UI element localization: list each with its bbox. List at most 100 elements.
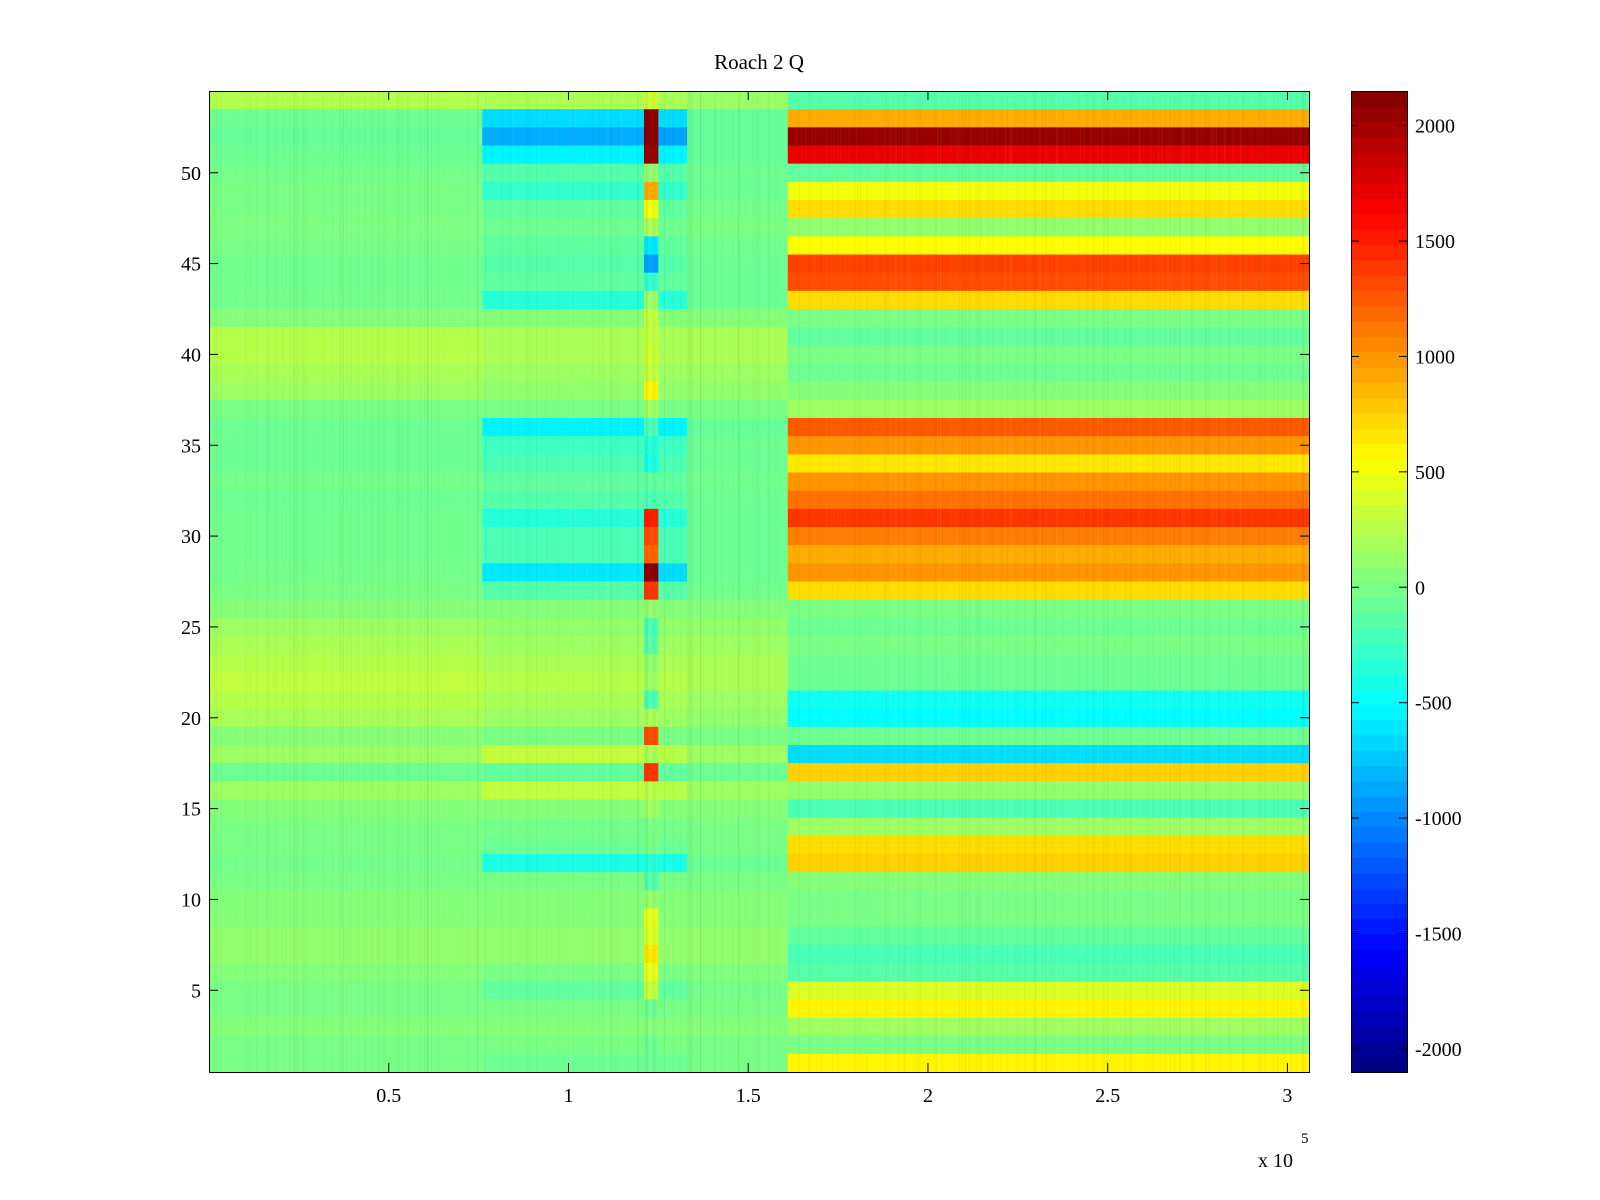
colorbar-axis: 2000 1500 1000 500 0 -500 -1000 -1500 -2000 — [1351, 116, 1462, 1061]
heatmap-texture-line — [485, 91, 486, 1072]
heatmap-texture-line — [1151, 91, 1152, 1072]
heatmap-texture-line — [527, 91, 528, 1072]
heatmap-texture-line — [980, 91, 981, 1072]
heatmap-cell — [482, 926, 645, 946]
heatmap-cell — [687, 817, 789, 837]
heatmap-cell — [209, 327, 483, 346]
heatmap-cell — [787, 799, 1310, 819]
heatmap-cell — [658, 508, 688, 528]
heatmap-texture-line — [1171, 91, 1172, 1072]
heatmap-cell — [687, 763, 789, 782]
colorbar-step — [1351, 182, 1407, 199]
colorbar-step — [1351, 136, 1407, 153]
heatmap-texture-line — [646, 91, 647, 1072]
heatmap-texture-line — [722, 91, 723, 1072]
heatmap-texture-line — [838, 91, 839, 1072]
heatmap-texture-line — [312, 91, 313, 1072]
heatmap-texture-line — [304, 91, 305, 1072]
heatmap-texture-line — [1102, 91, 1103, 1072]
heatmap-cell — [643, 926, 659, 946]
heatmap-texture-line — [609, 91, 610, 1072]
heatmap-texture-line — [957, 91, 958, 1072]
heatmap-cell — [787, 890, 1310, 910]
heatmap-texture-line — [1211, 91, 1212, 1072]
heatmap-texture-line — [935, 91, 936, 1072]
heatmap-cell — [658, 200, 688, 219]
heatmap-cell — [209, 418, 483, 437]
heatmap-cell — [643, 745, 659, 764]
heatmap-texture-line — [894, 91, 895, 1072]
heatmap-texture-line — [1232, 91, 1233, 1072]
heatmap-cell — [787, 581, 1310, 601]
heatmap-texture-line — [769, 91, 770, 1072]
heatmap-texture-line — [273, 91, 274, 1072]
colorbar-step — [1351, 535, 1407, 552]
heatmap-cell — [643, 200, 659, 219]
heatmap-texture-line — [1303, 91, 1304, 1072]
heatmap-texture-line — [276, 91, 277, 1072]
heatmap-texture-line — [571, 91, 572, 1072]
heatmap-texture-line — [603, 91, 604, 1072]
colorbar-step — [1351, 520, 1407, 537]
heatmap-cell — [643, 563, 659, 583]
heatmap-cell — [482, 835, 645, 855]
colorbar-tick-label: 500 — [1415, 462, 1445, 484]
heatmap-texture-line — [1209, 91, 1210, 1072]
colorbar-tick-label: -1500 — [1415, 924, 1462, 946]
heatmap-cell — [658, 835, 688, 855]
heatmap-cell — [209, 999, 483, 1019]
heatmap-texture-line — [483, 91, 484, 1072]
heatmap-texture-line — [1045, 91, 1046, 1072]
heatmap-texture-line — [431, 91, 432, 1072]
heatmap-cell — [643, 854, 659, 873]
heatmap-cell — [687, 690, 789, 710]
heatmap-texture-line — [1168, 91, 1169, 1072]
heatmap-cell — [687, 545, 789, 564]
heatmap-cell — [687, 109, 789, 128]
colorbar-step — [1351, 1010, 1407, 1027]
colorbar-step — [1351, 443, 1407, 460]
heatmap-cell — [482, 817, 645, 837]
colorbar-step — [1351, 366, 1407, 383]
y-tick-label: 50 — [181, 163, 201, 185]
heatmap-texture-line — [1302, 91, 1303, 1072]
heatmap-texture-line — [1128, 91, 1129, 1072]
heatmap-cell — [209, 436, 483, 455]
heatmap-texture-line — [1162, 91, 1163, 1072]
heatmap-cell — [482, 109, 645, 128]
colorbar-step — [1351, 259, 1407, 276]
heatmap-texture-line — [576, 91, 577, 1072]
heatmap-texture-line — [965, 91, 966, 1072]
heatmap-texture-line — [1063, 91, 1064, 1072]
heatmap-texture-line — [596, 91, 597, 1072]
heatmap-cell — [643, 999, 659, 1019]
heatmap-texture-line — [244, 91, 245, 1072]
heatmap-cell — [482, 654, 645, 673]
heatmap-cell — [787, 127, 1310, 147]
heatmap-texture-line — [283, 91, 284, 1072]
heatmap-cell — [482, 1053, 645, 1073]
heatmap-cell — [209, 854, 483, 873]
heatmap-cell — [658, 145, 688, 165]
heatmap-cell — [787, 327, 1310, 346]
heatmap-cell — [209, 254, 483, 274]
heatmap-cell — [787, 835, 1310, 855]
heatmap-cell — [658, 345, 688, 365]
heatmap-texture-line — [1035, 91, 1036, 1072]
heatmap-cell — [482, 963, 645, 982]
heatmap-texture-line — [891, 91, 892, 1072]
heatmap-cell — [482, 599, 645, 619]
heatmap-cell — [658, 599, 688, 619]
heatmap-texture-line — [353, 91, 354, 1072]
heatmap-cell — [209, 599, 483, 619]
y-tick-label: 15 — [181, 799, 201, 821]
x-tick-label: 2 — [923, 1085, 933, 1107]
heatmap-texture-line — [692, 91, 693, 1072]
heatmap-cell — [643, 944, 659, 964]
heatmap-texture-line — [467, 91, 468, 1072]
heatmap-texture-line — [1097, 91, 1098, 1072]
heatmap-cell — [658, 418, 688, 437]
heatmap-texture-line — [986, 91, 987, 1072]
heatmap-texture-line — [1080, 91, 1081, 1072]
heatmap-cell — [209, 345, 483, 365]
